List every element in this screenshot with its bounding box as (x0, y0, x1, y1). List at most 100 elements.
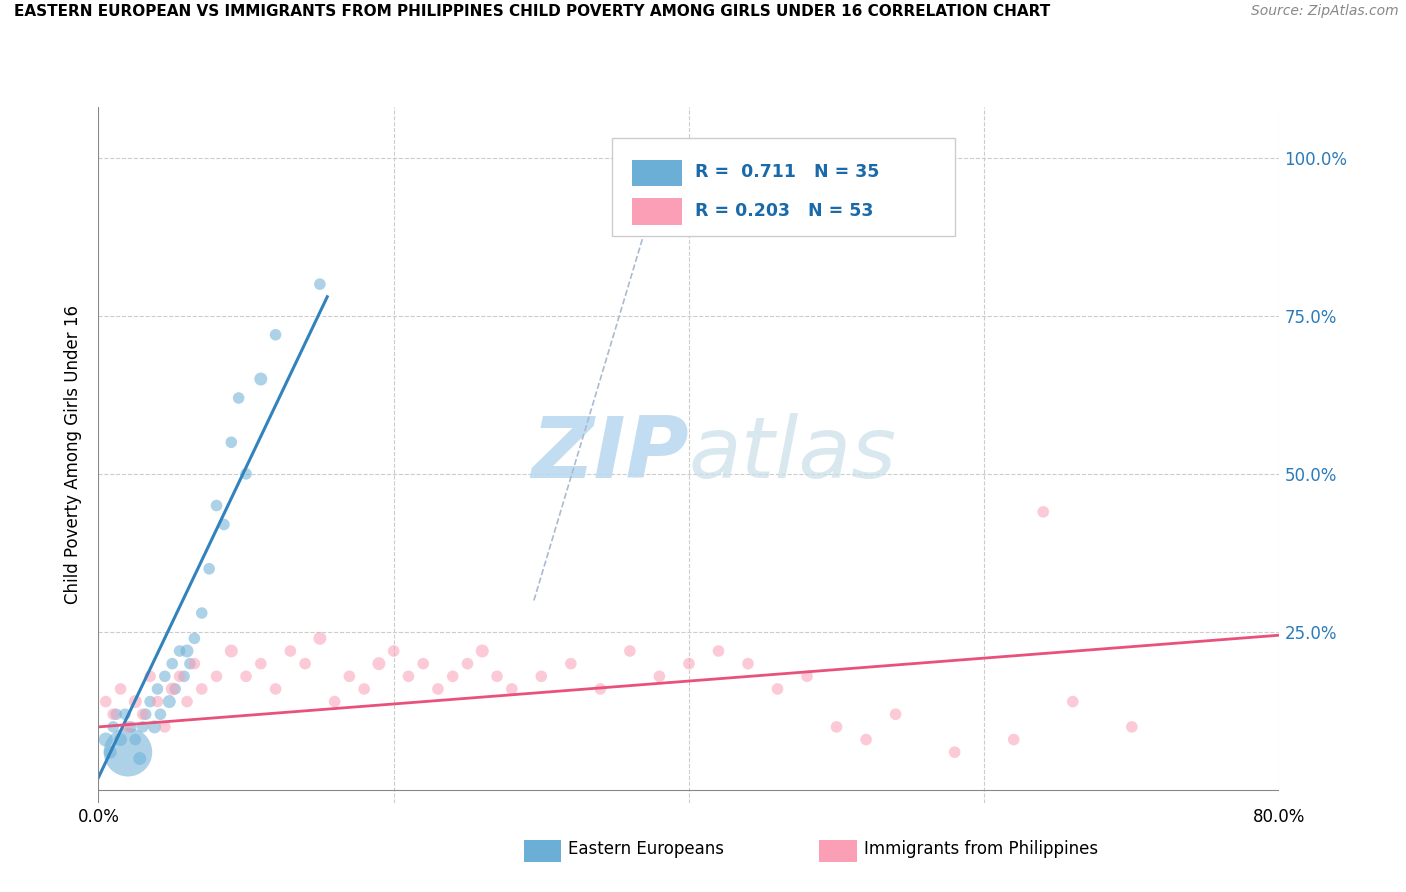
Y-axis label: Child Poverty Among Girls Under 16: Child Poverty Among Girls Under 16 (65, 305, 83, 605)
Point (825, 720, 848, 734)
Point (309, 632, 332, 646)
Point (441, 669, 464, 683)
Point (737, 657, 759, 671)
Point (191, 606, 214, 620)
Point (353, 681, 375, 696)
Point (139, 669, 162, 683)
Bar (633, 198, 682, 225)
Point (135, 707, 157, 722)
Point (943, 745, 966, 759)
Point (530, 669, 553, 683)
Point (176, 695, 198, 709)
Point (153, 669, 176, 683)
Point (707, 644, 730, 658)
Point (235, 467, 257, 481)
Point (165, 681, 187, 696)
Point (146, 681, 169, 696)
Point (219, 644, 242, 658)
Point (219, 435, 242, 450)
Point (264, 327, 287, 342)
Point (173, 669, 195, 683)
Point (250, 372, 273, 386)
Point (412, 657, 434, 671)
Text: atlas: atlas (689, 413, 897, 497)
Point (139, 695, 162, 709)
Point (117, 745, 139, 759)
Point (471, 644, 494, 658)
Point (110, 732, 132, 747)
Point (153, 720, 176, 734)
Point (235, 669, 257, 683)
Point (143, 720, 166, 734)
Point (1121, 720, 1143, 734)
Point (132, 707, 155, 722)
Point (796, 669, 818, 683)
Point (205, 499, 228, 513)
Point (396, 669, 419, 683)
Point (309, 277, 332, 292)
Point (162, 657, 183, 671)
Point (368, 657, 391, 671)
Point (205, 669, 228, 683)
Point (120, 720, 142, 734)
Point (191, 681, 214, 696)
Point (198, 562, 221, 576)
Point (560, 657, 582, 671)
Point (124, 732, 146, 747)
Point (94, 732, 117, 747)
Point (294, 657, 316, 671)
Point (98, 745, 121, 759)
Point (117, 720, 139, 734)
Point (162, 681, 183, 696)
Point (1032, 505, 1054, 519)
Point (486, 669, 509, 683)
Point (501, 681, 523, 696)
Point (323, 695, 346, 709)
Point (169, 669, 191, 683)
Point (183, 632, 205, 646)
Point (124, 695, 146, 709)
Point (855, 732, 877, 747)
Point (278, 644, 302, 658)
Point (169, 644, 191, 658)
Point (678, 657, 700, 671)
FancyBboxPatch shape (612, 138, 955, 235)
Bar (523, 839, 561, 862)
Point (176, 644, 198, 658)
Point (94, 695, 117, 709)
Bar (818, 839, 856, 862)
Point (183, 657, 205, 671)
Point (264, 681, 287, 696)
Point (427, 681, 450, 696)
Point (228, 391, 250, 405)
Point (619, 644, 641, 658)
Point (382, 644, 405, 658)
Point (212, 517, 235, 532)
Point (589, 681, 612, 696)
Point (339, 669, 360, 683)
Point (146, 695, 169, 709)
Point (1002, 732, 1025, 747)
Point (179, 657, 201, 671)
Point (149, 707, 172, 722)
Text: R = 0.203   N = 53: R = 0.203 N = 53 (695, 202, 873, 220)
Text: Eastern Europeans: Eastern Europeans (568, 840, 724, 858)
Point (110, 681, 132, 696)
Text: Immigrants from Philippines: Immigrants from Philippines (863, 840, 1098, 858)
Text: ZIP: ZIP (531, 413, 689, 497)
Point (103, 720, 125, 734)
Text: EASTERN EUROPEAN VS IMMIGRANTS FROM PHILIPPINES CHILD POVERTY AMONG GIRLS UNDER : EASTERN EUROPEAN VS IMMIGRANTS FROM PHIL… (14, 4, 1050, 20)
Bar (633, 160, 682, 186)
Point (250, 657, 273, 671)
Point (766, 681, 789, 696)
Point (1062, 695, 1084, 709)
Point (132, 720, 155, 734)
Point (456, 657, 478, 671)
Text: Source: ZipAtlas.com: Source: ZipAtlas.com (1251, 4, 1399, 19)
Point (128, 751, 150, 765)
Point (105, 707, 128, 722)
Point (157, 695, 180, 709)
Point (648, 669, 671, 683)
Point (103, 707, 125, 722)
Point (114, 707, 136, 722)
